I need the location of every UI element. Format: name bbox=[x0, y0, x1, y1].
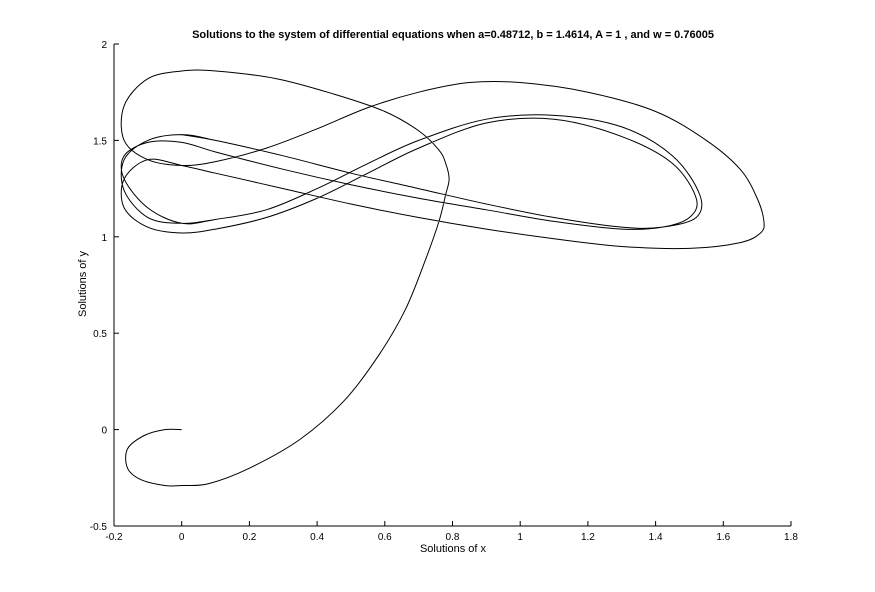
x-tick-label: 0.8 bbox=[446, 532, 460, 543]
x-tick-label: 1.8 bbox=[784, 532, 798, 543]
chart-title: Solutions to the system of differential … bbox=[192, 29, 714, 41]
plot-axes: -0.2 0 0.2 0.4 0.6 0.8 1 1.2 1.4 1.6 1.8 -0.5 0 0.5 1 1… bbox=[90, 40, 799, 543]
y-tick-label: 2 bbox=[101, 40, 107, 51]
x-tick-label: 0.4 bbox=[310, 532, 324, 543]
plot-area bbox=[120, 69, 765, 487]
y-axis-title: Solutions of y bbox=[77, 250, 89, 317]
y-tick-label: -0.5 bbox=[90, 522, 108, 533]
y-tick-label: 1.5 bbox=[93, 136, 107, 147]
x-tick-label: 0.6 bbox=[378, 532, 392, 543]
y-tick-label: 0 bbox=[101, 426, 107, 437]
y-tick-label: 1 bbox=[101, 233, 107, 244]
x-tick-label: 1.6 bbox=[716, 532, 730, 543]
x-tick-label: 1 bbox=[517, 532, 523, 543]
x-tick-label: 0 bbox=[179, 532, 185, 543]
x-axis-title: Solutions of x bbox=[420, 543, 487, 555]
x-tick-label: 0.2 bbox=[242, 532, 256, 543]
x-tick-label: 1.4 bbox=[649, 532, 663, 543]
x-tick-label: 1.2 bbox=[581, 532, 595, 543]
series-line bbox=[120, 69, 765, 487]
y-tick-label: 0.5 bbox=[93, 329, 107, 340]
x-tick-label: -0.2 bbox=[105, 532, 123, 543]
